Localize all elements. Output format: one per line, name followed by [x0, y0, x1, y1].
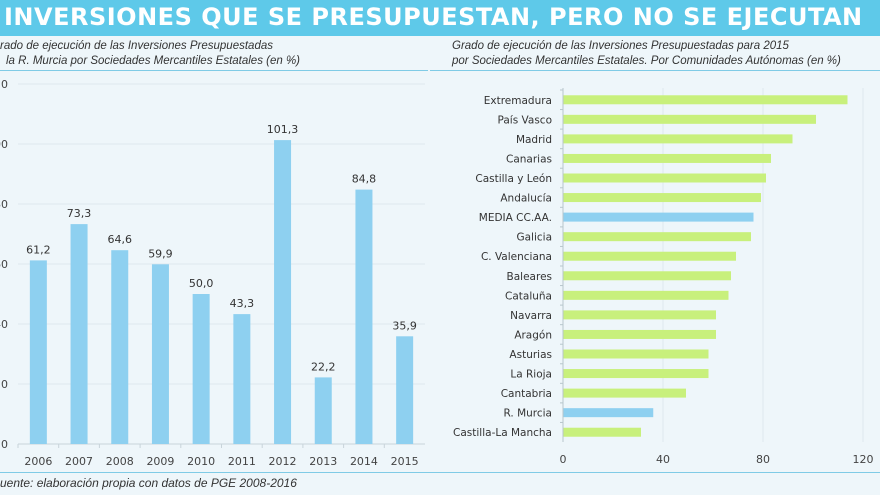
x-tick-label: 80: [756, 453, 770, 466]
category-label: Aragón: [514, 329, 552, 341]
bar-Navarra: [563, 310, 716, 320]
title-bar: INVERSIONES QUE SE PRESUPUESTAN, PERO NO…: [0, 0, 880, 36]
category-label: Castilla-La Mancha: [453, 427, 552, 439]
bar-Castilla y León: [563, 173, 766, 183]
category-label: Cataluña: [505, 290, 552, 302]
data-label: 50,0: [189, 277, 214, 290]
y-tick-label: 120: [0, 78, 8, 91]
x-tick-label: 2015: [391, 455, 419, 468]
bar-Canarias: [563, 153, 771, 163]
category-label: Madrid: [516, 134, 552, 146]
category-label: R. Murcia: [503, 408, 552, 420]
bar-Asturias: [563, 349, 709, 359]
category-label: C. Valenciana: [481, 251, 552, 263]
bar-Madrid: [563, 134, 793, 144]
bar-Castilla-La Mancha: [563, 427, 641, 437]
x-tick-label: 120: [853, 453, 874, 466]
category-label: Canarias: [506, 153, 552, 165]
y-tick-label: 60: [0, 258, 8, 271]
data-label: 61,2: [26, 243, 51, 256]
category-label: Cantabria: [501, 388, 552, 400]
x-tick-label: 2011: [228, 455, 256, 468]
bar-MEDIA CC.AA.: [563, 212, 754, 222]
category-label: País Vasco: [498, 114, 553, 126]
bar-2012: [274, 140, 292, 444]
y-tick-label: 40: [0, 318, 8, 331]
data-label: 43,3: [230, 297, 255, 310]
x-tick-label: 2006: [24, 455, 52, 468]
y-tick-label: 20: [0, 378, 8, 391]
right-subtitle-line-1: Grado de ejecución de las Inversiones Pr…: [452, 40, 789, 52]
data-label: 64,6: [108, 233, 133, 246]
right-subtitle-line-2: por Sociedades Mercantiles Estatales. Po…: [452, 55, 841, 67]
category-label: MEDIA CC.AA.: [479, 212, 552, 224]
bar-2008: [111, 250, 129, 444]
bar-2011: [233, 314, 251, 444]
category-label: Galicia: [516, 232, 552, 244]
right-chart-subtitle: Grado de ejecución de las Inversiones Pr…: [452, 39, 841, 69]
data-label: 101,3: [267, 123, 299, 136]
left-chart-subtitle: rado de ejecución de las Inversiones Pre…: [0, 39, 300, 69]
x-tick-label: 2012: [269, 455, 297, 468]
source-note: uente: elaboración propia con datos de P…: [0, 476, 297, 490]
bar-Extremadura: [563, 95, 848, 105]
category-label: Andalucía: [500, 193, 552, 205]
bar-2014: [355, 189, 373, 444]
left-divider: [0, 70, 428, 71]
bar-2010: [192, 294, 210, 444]
bar-C. Valenciana: [563, 251, 736, 261]
bar-Andalucía: [563, 193, 761, 203]
category-label: Castilla y León: [475, 173, 552, 185]
bar-2013: [314, 377, 332, 444]
x-tick-label: 2007: [65, 455, 93, 468]
bar-2009: [151, 264, 169, 444]
y-tick-label: 80: [0, 198, 8, 211]
bar-2015: [396, 336, 414, 444]
x-tick-label: 2009: [146, 455, 174, 468]
data-label: 84,8: [352, 173, 377, 186]
x-tick-label: 0: [560, 453, 567, 466]
footer-divider: [0, 472, 880, 473]
x-tick-label: 2008: [106, 455, 134, 468]
x-tick-label: 2014: [350, 455, 378, 468]
x-tick-label: 2013: [309, 455, 337, 468]
y-tick-label: 0: [1, 438, 8, 451]
x-tick-label: 2010: [187, 455, 215, 468]
bar-País Vasco: [563, 114, 816, 124]
data-label: 59,9: [148, 247, 173, 260]
category-label: Asturias: [509, 349, 552, 361]
bar-Galicia: [563, 232, 751, 242]
category-label: Extremadura: [484, 95, 552, 107]
left-subtitle-line-2: la R. Murcia por Sociedades Mercantiles …: [6, 55, 301, 67]
bar-La Rioja: [563, 369, 709, 379]
category-label: Baleares: [507, 271, 552, 283]
bar-2007: [70, 224, 88, 444]
data-label: 73,3: [67, 207, 92, 220]
bar-2006: [29, 260, 47, 444]
bar-Cataluña: [563, 290, 729, 300]
bar-Aragón: [563, 329, 716, 339]
y-tick-label: 100: [0, 138, 8, 151]
right-divider: [430, 70, 880, 71]
bar-Baleares: [563, 271, 731, 281]
left-subtitle-line-1: rado de ejecución de las Inversiones Pre…: [0, 40, 273, 52]
category-label: La Rioja: [510, 369, 552, 381]
data-label: 35,9: [392, 319, 417, 332]
page-title: INVERSIONES QUE SE PRESUPUESTAN, PERO NO…: [4, 3, 863, 31]
data-label: 22,2: [311, 360, 336, 373]
category-label: Navarra: [510, 310, 552, 322]
bar-Cantabria: [563, 388, 686, 398]
bar-R. Murcia: [563, 408, 654, 418]
x-tick-label: 40: [656, 453, 670, 466]
